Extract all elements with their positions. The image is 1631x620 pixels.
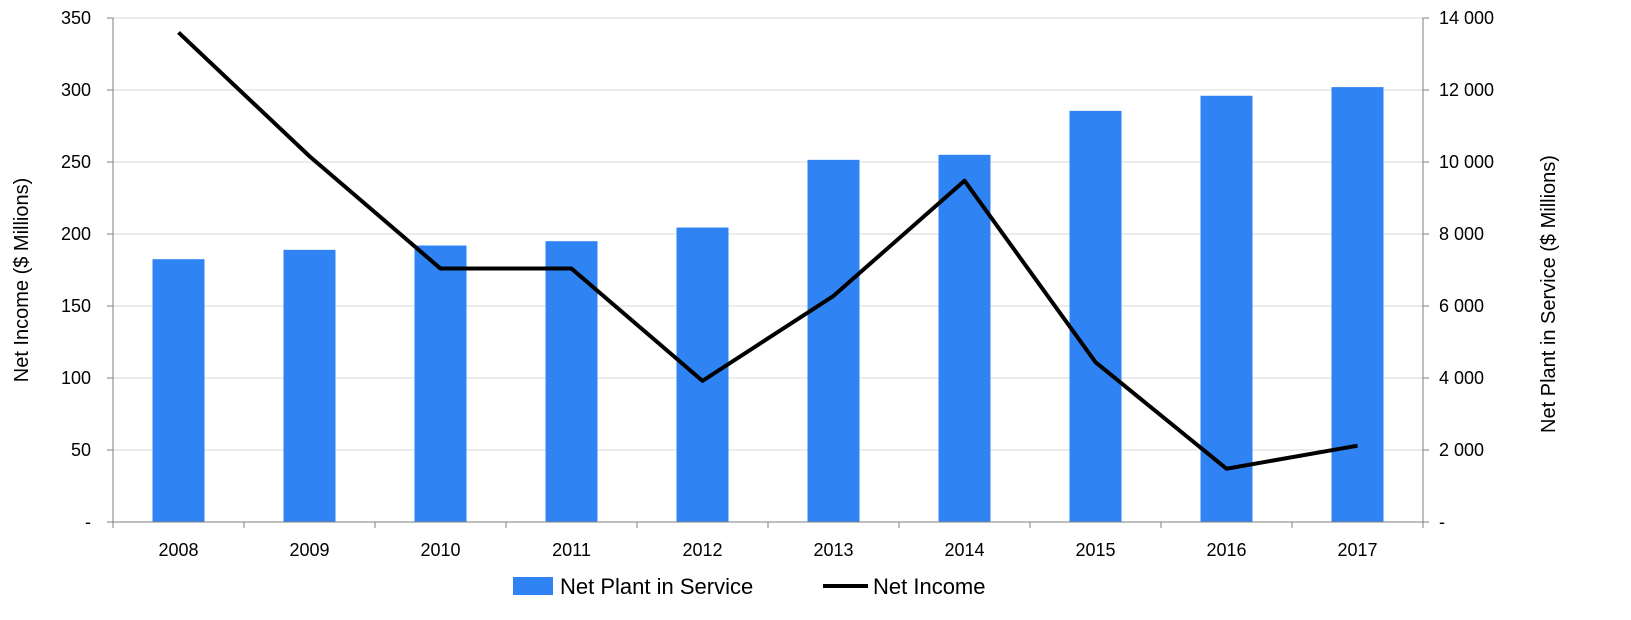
bar-net-plant-2016 bbox=[1200, 95, 1253, 522]
line-series-net-income bbox=[177, 30, 1358, 471]
y-tick-label-left: 50 bbox=[71, 440, 91, 460]
y-tick-label-right: 10 000 bbox=[1439, 152, 1494, 172]
tick-labels: - - 50 2 000 100 4 000 150 6 000 200 8 000 250 10 0… bbox=[61, 8, 1494, 560]
line-net-income bbox=[177, 30, 1358, 471]
bar-net-plant-2010 bbox=[414, 245, 467, 522]
y-tick-label-left: 200 bbox=[61, 224, 91, 244]
x-tick-label: 2016 bbox=[1206, 540, 1246, 560]
x-tick-label: 2011 bbox=[552, 540, 591, 560]
y-tick-label-right: 8 000 bbox=[1439, 224, 1484, 244]
legend-swatch-net-plant bbox=[513, 577, 553, 595]
y-axis-title-right: Net Plant in Service ($ Millions) bbox=[1538, 155, 1560, 433]
bar-net-plant-2014 bbox=[938, 154, 991, 523]
x-tick-label: 2010 bbox=[420, 540, 460, 560]
y-tick-label-right: 14 000 bbox=[1439, 8, 1494, 28]
bar-net-plant-2008 bbox=[152, 259, 205, 522]
y-tick-label-left: 100 bbox=[61, 368, 91, 388]
y-tick-label-right: 2 000 bbox=[1439, 440, 1484, 460]
bar-net-plant-2012 bbox=[676, 227, 729, 522]
x-tick-label: 2013 bbox=[813, 540, 853, 560]
axes bbox=[107, 17, 1429, 528]
bar-net-plant-2009 bbox=[283, 249, 336, 522]
legend: Net Plant in Service Net Income bbox=[513, 574, 986, 599]
bar-net-plant-2017 bbox=[1331, 87, 1384, 523]
bar-series-net-plant bbox=[152, 87, 1384, 523]
y-tick-label-left: 250 bbox=[61, 152, 91, 172]
legend-label-net-plant: Net Plant in Service bbox=[560, 574, 753, 599]
y-tick-label-left: - bbox=[85, 512, 91, 532]
y-tick-label-right: 12 000 bbox=[1439, 80, 1494, 100]
bar-net-plant-2011 bbox=[545, 241, 598, 522]
y-tick-label-right: 6 000 bbox=[1439, 296, 1484, 316]
x-tick-label: 2014 bbox=[944, 540, 984, 560]
x-tick-label: 2012 bbox=[682, 540, 722, 560]
x-tick-label: 2008 bbox=[158, 540, 198, 560]
y-axis-title-left: Net Income ($ Millions) bbox=[11, 178, 33, 383]
x-tick-label: 2017 bbox=[1337, 540, 1377, 560]
x-tick-label: 2009 bbox=[289, 540, 329, 560]
y-tick-label-left: 350 bbox=[61, 8, 91, 28]
legend-label-net-income: Net Income bbox=[873, 574, 986, 599]
x-tick-label: 2015 bbox=[1075, 540, 1115, 560]
y-tick-label-right: - bbox=[1439, 512, 1445, 532]
y-tick-label-left: 300 bbox=[61, 80, 91, 100]
y-tick-label-left: 150 bbox=[61, 296, 91, 316]
bar-net-plant-2015 bbox=[1069, 110, 1122, 522]
y-tick-label-right: 4 000 bbox=[1439, 368, 1484, 388]
bar-net-plant-2013 bbox=[807, 159, 860, 522]
